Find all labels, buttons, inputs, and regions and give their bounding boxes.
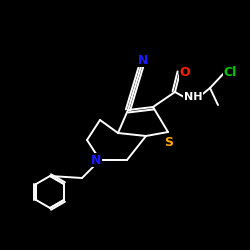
Text: Cl: Cl [224, 66, 236, 78]
Text: N: N [91, 154, 101, 166]
Text: N: N [138, 54, 148, 66]
Text: NH: NH [184, 92, 202, 102]
Text: S: S [164, 136, 173, 148]
Text: O: O [180, 66, 190, 78]
